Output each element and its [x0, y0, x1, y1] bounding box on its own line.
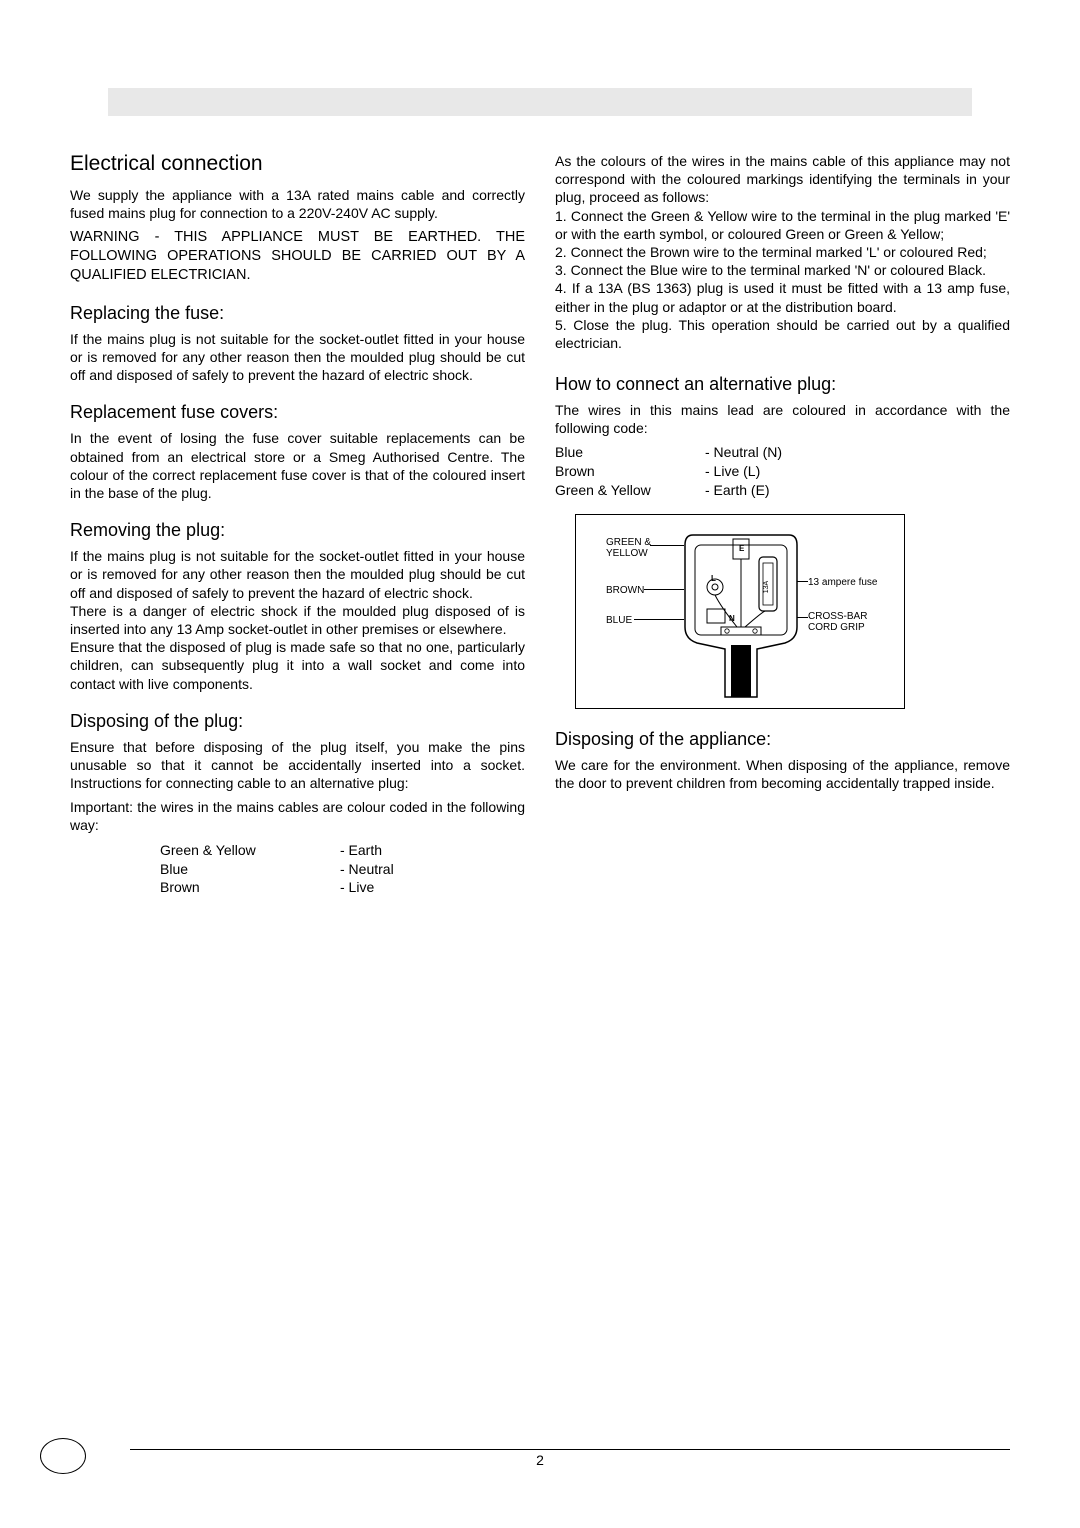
- header-band: [108, 88, 972, 116]
- warning-text: WARNING - THIS APPLIANCE MUST BE EARTHED…: [70, 228, 525, 285]
- footer-rule: [130, 1449, 1010, 1450]
- diagram-label-fuse: 13 ampere fuse: [808, 577, 878, 588]
- wire-value: - Earth: [340, 841, 382, 860]
- wire-label: Brown: [160, 878, 340, 897]
- heading-fuse-covers: Replacement fuse covers:: [70, 402, 525, 423]
- remove-plug-paragraph: If the mains plug is not suitable for th…: [70, 547, 525, 693]
- fuse-paragraph: If the mains plug is not suitable for th…: [70, 330, 525, 385]
- wire-row: Brown - Live (L): [555, 462, 1010, 481]
- heading-alt-plug: How to connect an alternative plug:: [555, 374, 1010, 395]
- page-footer: 2: [70, 1449, 1010, 1468]
- wire-value: - Neutral: [340, 860, 394, 879]
- wire-colour-table: Green & Yellow - Earth Blue - Neutral Br…: [160, 841, 525, 898]
- wire-label: Green & Yellow: [555, 481, 705, 500]
- content-area: Electrical connection We supply the appl…: [70, 148, 1010, 901]
- wire-label: Blue: [555, 443, 705, 462]
- alt-plug-intro: The wires in this mains lead are coloure…: [555, 401, 1010, 437]
- intro-paragraph: We supply the appliance with a 13A rated…: [70, 186, 525, 222]
- svg-text:E: E: [739, 544, 745, 553]
- plug-diagram-wrap: GREEN & YELLOW BROWN BLUE 13 ampere fuse…: [575, 514, 1010, 709]
- wire-label: Blue: [160, 860, 340, 879]
- heading-replace-fuse: Replacing the fuse:: [70, 303, 525, 324]
- diagram-label-cordgrip: CROSS-BAR CORD GRIP: [808, 611, 867, 633]
- right-column: As the colours of the wires in the mains…: [555, 148, 1010, 901]
- wire-row: Green & Yellow - Earth: [160, 841, 525, 860]
- dispose-plug-paragraph: Ensure that before disposing of the plug…: [70, 738, 525, 793]
- wire-colour-table-2: Blue - Neutral (N) Brown - Live (L) Gree…: [555, 443, 1010, 500]
- rhs-top-paragraph: As the colours of the wires in the mains…: [555, 152, 1010, 352]
- wire-intro-paragraph: Important: the wires in the mains cables…: [70, 798, 525, 834]
- wire-row: Brown - Live: [160, 878, 525, 897]
- wire-row: Blue - Neutral: [160, 860, 525, 879]
- section-title-electrical: Electrical connection: [70, 152, 525, 176]
- wire-value: - Earth (E): [705, 481, 770, 500]
- wire-value: - Live: [340, 878, 374, 897]
- two-column-layout: Electrical connection We supply the appl…: [70, 148, 1010, 901]
- document-page: Electrical connection We supply the appl…: [0, 0, 1080, 1528]
- left-column: Electrical connection We supply the appl…: [70, 148, 525, 901]
- page-number: 2: [70, 1452, 1010, 1468]
- heading-dispose-appliance: Disposing of the appliance:: [555, 729, 1010, 750]
- wire-value: - Neutral (N): [705, 443, 782, 462]
- diagram-callout-line: [650, 545, 684, 546]
- dispose-appliance-paragraph: We care for the environment. When dispos…: [555, 756, 1010, 792]
- wire-label: Green & Yellow: [160, 841, 340, 860]
- plug-wiring-diagram: GREEN & YELLOW BROWN BLUE 13 ampere fuse…: [575, 514, 905, 709]
- heading-removing-plug: Removing the plug:: [70, 520, 525, 541]
- fuse-marking-text: 13A: [763, 581, 770, 594]
- svg-text:L: L: [711, 574, 716, 583]
- plug-svg-icon: 13A E L: [681, 527, 801, 702]
- wire-row: Green & Yellow - Earth (E): [555, 481, 1010, 500]
- svg-text:N: N: [729, 614, 735, 623]
- heading-disposing-plug: Disposing of the plug:: [70, 711, 525, 732]
- wire-label: Brown: [555, 462, 705, 481]
- diagram-callout-line: [634, 619, 684, 620]
- diagram-label-blue: BLUE: [606, 615, 632, 626]
- diagram-callout-line: [644, 589, 684, 590]
- fuse-cover-paragraph: In the event of losing the fuse cover su…: [70, 429, 525, 502]
- wire-value: - Live (L): [705, 462, 760, 481]
- diagram-label-green-yellow: GREEN & YELLOW: [606, 537, 651, 559]
- wire-row: Blue - Neutral (N): [555, 443, 1010, 462]
- diagram-label-brown: BROWN: [606, 585, 644, 596]
